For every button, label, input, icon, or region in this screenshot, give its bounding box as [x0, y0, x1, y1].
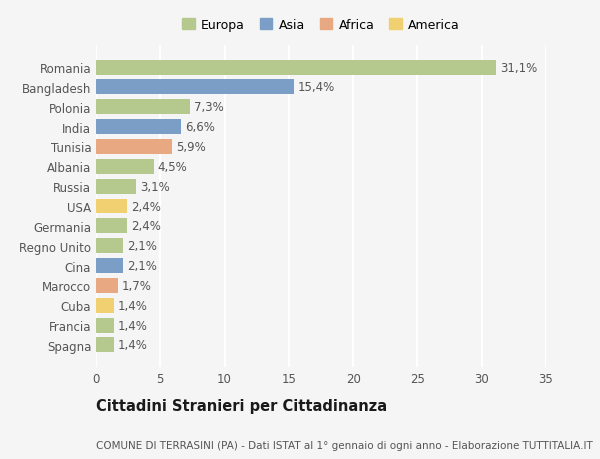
Text: 15,4%: 15,4% — [298, 81, 335, 94]
Bar — [96, 239, 123, 253]
Text: 2,1%: 2,1% — [127, 259, 157, 273]
Text: 31,1%: 31,1% — [500, 62, 537, 74]
Bar — [96, 179, 136, 194]
Bar — [96, 80, 294, 95]
Text: 3,1%: 3,1% — [140, 180, 169, 193]
Bar — [96, 318, 114, 333]
Text: 2,1%: 2,1% — [127, 240, 157, 252]
Text: 6,6%: 6,6% — [185, 121, 215, 134]
Bar — [96, 140, 172, 155]
Text: 5,9%: 5,9% — [176, 140, 205, 154]
Bar — [96, 160, 154, 174]
Text: 1,4%: 1,4% — [118, 319, 148, 332]
Text: 7,3%: 7,3% — [194, 101, 223, 114]
Bar — [96, 120, 181, 135]
Bar — [96, 258, 123, 274]
Text: 4,5%: 4,5% — [158, 161, 187, 174]
Bar — [96, 100, 190, 115]
Text: Cittadini Stranieri per Cittadinanza: Cittadini Stranieri per Cittadinanza — [96, 398, 387, 413]
Text: 1,7%: 1,7% — [122, 279, 152, 292]
Text: COMUNE DI TERRASINI (PA) - Dati ISTAT al 1° gennaio di ogni anno - Elaborazione : COMUNE DI TERRASINI (PA) - Dati ISTAT al… — [96, 440, 593, 450]
Text: 2,4%: 2,4% — [131, 200, 161, 213]
Bar — [96, 61, 496, 75]
Bar — [96, 219, 127, 234]
Text: 1,4%: 1,4% — [118, 299, 148, 312]
Legend: Europa, Asia, Africa, America: Europa, Asia, Africa, America — [177, 14, 465, 37]
Text: 1,4%: 1,4% — [118, 339, 148, 352]
Text: 2,4%: 2,4% — [131, 220, 161, 233]
Bar — [96, 278, 118, 293]
Bar — [96, 199, 127, 214]
Bar — [96, 338, 114, 353]
Bar — [96, 298, 114, 313]
